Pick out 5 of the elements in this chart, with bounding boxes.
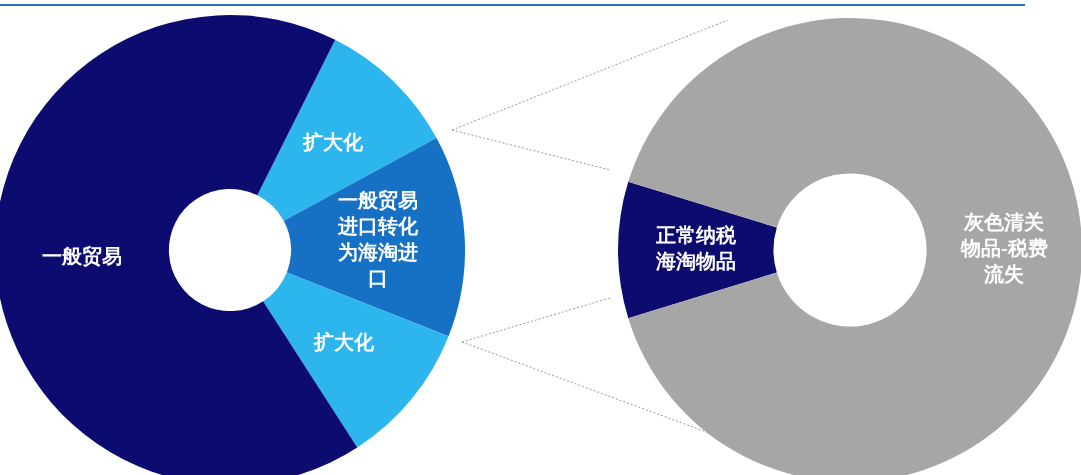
slice-label: 灰色清关物品-税费流失 — [959, 211, 1048, 286]
slice-label: 一般贸易进口转化为海淘进口 — [336, 189, 419, 290]
slice-label: 扩大化 — [313, 331, 376, 354]
slice-label: 扩大化 — [301, 130, 364, 153]
slice-label: 一般贸易 — [42, 245, 123, 268]
